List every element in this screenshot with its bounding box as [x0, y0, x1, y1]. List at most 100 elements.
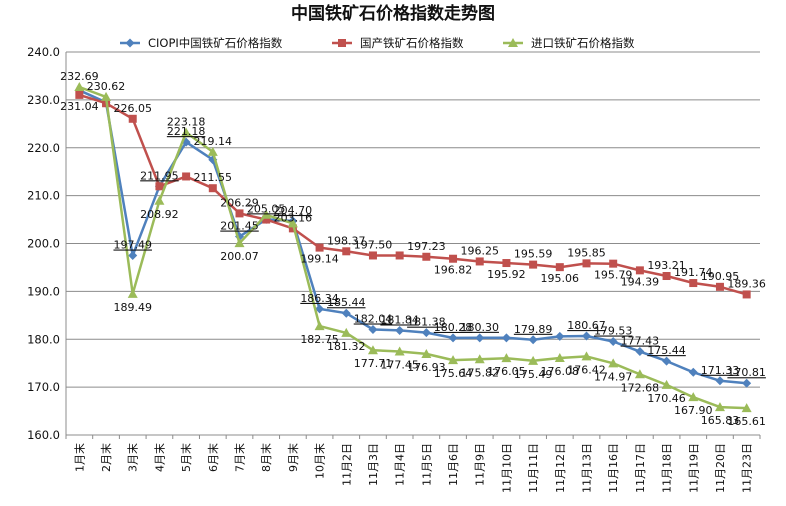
point	[342, 247, 351, 256]
data-label: 175.64	[434, 367, 473, 380]
x-tick-label: 2月末	[99, 443, 113, 472]
x-tick-label: 4月末	[152, 443, 166, 472]
point	[181, 127, 192, 137]
point	[529, 260, 538, 269]
point	[394, 346, 405, 356]
data-label: 181.84	[380, 313, 419, 326]
point	[609, 259, 618, 268]
point	[688, 392, 699, 402]
y-tick-label: 230.0	[27, 93, 60, 107]
data-label: 167.90	[674, 404, 713, 417]
data-label: 179.89	[514, 323, 553, 336]
legend-label: 进口铁矿石价格指数	[531, 36, 635, 50]
point	[287, 218, 298, 228]
point	[155, 182, 164, 191]
data-label: 191.74	[674, 266, 713, 279]
data-label: 189.36	[727, 277, 766, 290]
data-label: 175.49	[514, 368, 553, 381]
point	[661, 379, 672, 389]
data-label: 170.46	[647, 392, 686, 405]
data-label: 219.14	[194, 135, 233, 148]
data-label: 174.97	[594, 370, 633, 383]
y-tick-label: 220.0	[27, 141, 60, 155]
data-label: 182.75	[300, 333, 339, 346]
x-tick-label: 11月2日	[340, 443, 353, 486]
data-label: 165.61	[727, 415, 766, 428]
x-tick-label: 11月19日	[687, 443, 700, 493]
point	[395, 251, 404, 260]
data-label: 195.85	[567, 246, 606, 259]
point	[635, 266, 644, 275]
y-tick-label: 180.0	[27, 332, 60, 346]
data-label: 171.33	[701, 364, 740, 377]
x-tick-label: 5月末	[179, 443, 193, 472]
series-line	[78, 93, 748, 296]
data-label: 211.95	[140, 169, 179, 182]
y-tick-label: 200.0	[27, 237, 60, 251]
point	[449, 254, 458, 263]
data-label: 170.81	[727, 366, 766, 379]
data-label: 195.79	[594, 269, 633, 282]
point	[742, 290, 751, 299]
data-label: 176.93	[407, 361, 446, 374]
x-tick-label: 11月12日	[554, 443, 567, 493]
x-tick-label: 11月17日	[634, 443, 647, 493]
axes: 160.0 170.0 180.0 190.0 200.0 210.0 220.0 230.0…	[27, 45, 761, 493]
data-label: 195.92	[487, 268, 526, 281]
data-label: 226.05	[113, 102, 152, 115]
data-label: 177.43	[621, 335, 660, 348]
legend-item: 国产铁矿石价格指数	[332, 36, 464, 50]
point	[261, 209, 272, 219]
point	[555, 331, 565, 341]
point	[474, 354, 485, 364]
point	[742, 378, 752, 388]
data-label: 181.32	[327, 340, 366, 353]
data-label: 232.69	[60, 70, 99, 83]
x-tick-label: 11月20日	[714, 443, 727, 493]
x-tick-label: 11月6日	[447, 443, 460, 486]
point	[422, 252, 431, 261]
point	[528, 355, 539, 365]
point	[368, 324, 378, 334]
data-label: 205.05	[247, 202, 286, 215]
data-label: 177.45	[380, 358, 419, 371]
data-label: 190.95	[701, 270, 740, 283]
data-label: 186.34	[300, 292, 339, 305]
data-label: 194.39	[621, 275, 660, 288]
legend-label: 国产铁矿石价格指数	[360, 36, 464, 50]
x-tick-label: 11月13日	[581, 443, 594, 493]
data-label: 185.44	[327, 296, 366, 309]
x-tick-label: 11月10日	[500, 443, 513, 493]
data-label: 176.42	[567, 363, 606, 376]
point	[341, 308, 351, 318]
series-line	[78, 89, 747, 385]
point	[635, 347, 645, 357]
x-tick-label: 11月23日	[741, 443, 754, 493]
point	[314, 321, 325, 331]
data-label: 201.45	[220, 220, 259, 233]
data-label: 195.59	[514, 248, 553, 261]
x-tick-label: 11月4日	[394, 443, 407, 486]
data-label: 181.38	[407, 316, 446, 329]
data-label: 196.25	[460, 244, 499, 257]
data-label: 208.92	[140, 208, 179, 221]
point	[395, 325, 405, 335]
point	[125, 38, 135, 48]
x-tick-label: 3月末	[126, 443, 140, 472]
point	[154, 195, 165, 205]
point	[501, 333, 511, 343]
point	[235, 209, 244, 218]
point	[582, 259, 591, 268]
x-tick-label: 11月18日	[661, 443, 674, 493]
point	[634, 369, 645, 379]
x-tick-label: 11月16日	[607, 443, 620, 493]
x-tick-label: 11月9日	[474, 443, 487, 486]
data-label: 206.29	[220, 196, 259, 209]
point	[714, 402, 725, 412]
point	[662, 272, 671, 281]
x-tick-label: 1月末	[72, 443, 86, 472]
point	[688, 367, 698, 377]
chart-title: 中国铁矿石价格指数走势图	[291, 3, 495, 24]
data-label: 175.82	[460, 366, 499, 379]
